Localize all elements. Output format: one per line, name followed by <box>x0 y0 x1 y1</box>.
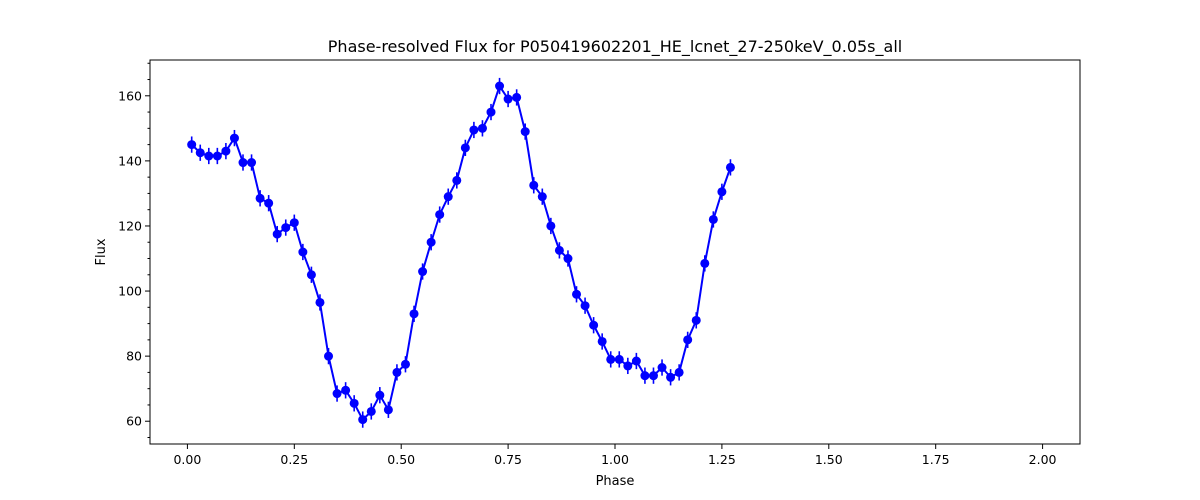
y-tick-label: 160 <box>118 88 142 103</box>
plot-content <box>187 77 735 428</box>
data-point <box>298 247 308 257</box>
y-axis-ticks: 60 80 100 120 140 160 <box>118 62 150 438</box>
data-point <box>529 180 539 190</box>
data-point <box>606 354 616 364</box>
y-tick-label: 140 <box>118 153 142 168</box>
data-point <box>238 158 248 168</box>
data-point <box>623 361 633 371</box>
data-point <box>315 297 325 307</box>
data-point <box>264 198 274 208</box>
data-point <box>631 356 641 366</box>
data-point <box>443 192 453 202</box>
data-point <box>281 223 291 233</box>
x-tick-label: 0.00 <box>173 452 201 467</box>
x-tick-label: 1.50 <box>815 452 843 467</box>
data-point <box>572 289 582 299</box>
y-tick-label: 80 <box>126 349 142 364</box>
x-tick-label: 0.25 <box>280 452 308 467</box>
data-point <box>383 405 393 415</box>
data-point <box>204 151 214 161</box>
data-point <box>375 390 385 400</box>
data-point <box>229 133 239 143</box>
y-axis-label: Flux <box>94 238 109 265</box>
data-point <box>392 367 402 377</box>
x-tick-label: 1.25 <box>708 452 736 467</box>
y-tick-label: 100 <box>118 284 142 299</box>
data-point <box>289 218 299 228</box>
x-tick-label: 1.00 <box>601 452 629 467</box>
chart-title: Phase-resolved Flux for P050419602201_HE… <box>328 37 902 57</box>
data-point <box>589 320 599 330</box>
data-point <box>306 270 316 280</box>
data-point <box>212 151 222 161</box>
data-point <box>426 237 436 247</box>
data-point <box>648 371 658 381</box>
data-point <box>460 143 470 153</box>
data-point <box>725 162 735 172</box>
data-point <box>332 389 342 399</box>
data-point <box>717 187 727 197</box>
data-point <box>537 192 547 202</box>
data-point <box>580 301 590 311</box>
data-point <box>341 385 351 395</box>
data-point <box>366 406 376 416</box>
data-point <box>503 94 513 104</box>
data-point <box>324 351 334 361</box>
data-point <box>349 398 359 408</box>
data-point <box>452 175 462 185</box>
data-point <box>520 127 530 137</box>
data-point <box>486 107 496 117</box>
data-point <box>563 254 573 264</box>
data-point <box>554 245 564 255</box>
data-point <box>272 229 282 239</box>
x-axis-ticks: 0.00 0.25 0.50 0.75 1.00 1.25 1.50 1.75 2.00 <box>173 444 1057 467</box>
data-point <box>255 193 265 203</box>
x-axis-label: Phase <box>596 474 635 489</box>
data-point <box>221 146 231 156</box>
data-point <box>358 415 368 425</box>
data-point <box>477 123 487 133</box>
flux-line <box>191 83 732 422</box>
data-point <box>195 148 205 158</box>
data-point <box>674 367 684 377</box>
data-point <box>614 354 624 364</box>
plot-frame <box>149 59 1081 445</box>
y-tick-label: 120 <box>118 218 142 233</box>
data-point <box>512 92 522 102</box>
data-point <box>409 309 419 319</box>
data-point <box>469 125 479 135</box>
data-point <box>418 267 428 277</box>
data-point <box>597 336 607 346</box>
x-tick-label: 2.00 <box>1029 452 1057 467</box>
data-point <box>700 258 710 268</box>
data-point <box>247 158 257 168</box>
y-tick-label: 60 <box>126 414 142 429</box>
data-point <box>683 335 693 345</box>
data-point <box>666 372 676 382</box>
data-point <box>400 359 410 369</box>
data-point <box>495 81 505 91</box>
data-point <box>435 210 445 220</box>
data-point <box>691 315 701 325</box>
data-point <box>640 371 650 381</box>
x-tick-label: 0.50 <box>387 452 415 467</box>
data-point <box>546 221 556 231</box>
data-point <box>657 363 667 373</box>
x-tick-label: 1.75 <box>922 452 950 467</box>
data-point <box>187 140 197 150</box>
data-point <box>708 214 718 224</box>
x-tick-label: 0.75 <box>494 452 522 467</box>
